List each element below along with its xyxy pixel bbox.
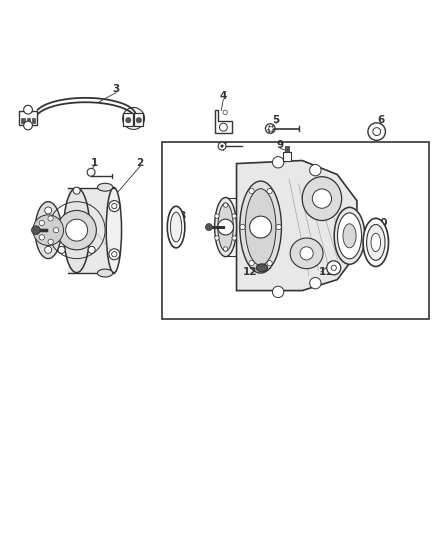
Ellipse shape bbox=[256, 264, 268, 272]
Circle shape bbox=[66, 219, 88, 241]
Ellipse shape bbox=[35, 201, 61, 259]
Circle shape bbox=[33, 215, 64, 246]
Circle shape bbox=[136, 118, 141, 123]
Circle shape bbox=[310, 278, 321, 289]
Circle shape bbox=[265, 124, 275, 133]
Circle shape bbox=[58, 246, 65, 253]
Ellipse shape bbox=[109, 249, 120, 260]
Circle shape bbox=[53, 228, 59, 233]
Bar bbox=[162, 142, 429, 319]
Ellipse shape bbox=[343, 224, 356, 248]
Text: 9: 9 bbox=[277, 140, 284, 150]
Ellipse shape bbox=[97, 269, 113, 277]
Circle shape bbox=[272, 157, 284, 168]
Ellipse shape bbox=[167, 206, 185, 248]
Circle shape bbox=[88, 246, 95, 253]
Circle shape bbox=[276, 224, 281, 230]
Ellipse shape bbox=[64, 188, 90, 273]
Circle shape bbox=[249, 261, 254, 266]
Ellipse shape bbox=[290, 238, 323, 269]
Text: 6: 6 bbox=[378, 115, 385, 125]
Circle shape bbox=[219, 123, 227, 131]
Circle shape bbox=[39, 235, 44, 240]
Circle shape bbox=[218, 219, 233, 235]
Bar bbox=[19, 110, 37, 125]
Ellipse shape bbox=[334, 207, 365, 264]
Circle shape bbox=[112, 204, 117, 209]
Circle shape bbox=[73, 187, 80, 194]
Text: 11: 11 bbox=[319, 266, 334, 277]
Ellipse shape bbox=[245, 189, 276, 265]
Circle shape bbox=[48, 216, 53, 221]
Circle shape bbox=[327, 261, 341, 275]
Ellipse shape bbox=[106, 188, 122, 273]
Circle shape bbox=[373, 128, 381, 135]
Text: 4: 4 bbox=[220, 91, 227, 101]
Circle shape bbox=[223, 247, 228, 251]
Ellipse shape bbox=[240, 181, 281, 273]
Ellipse shape bbox=[218, 203, 233, 251]
Circle shape bbox=[232, 214, 237, 219]
Circle shape bbox=[215, 214, 219, 219]
Circle shape bbox=[48, 239, 53, 245]
Circle shape bbox=[267, 189, 272, 193]
Circle shape bbox=[240, 224, 245, 230]
Ellipse shape bbox=[109, 200, 120, 212]
Circle shape bbox=[39, 220, 44, 225]
Circle shape bbox=[32, 226, 40, 235]
Text: 7: 7 bbox=[220, 142, 227, 152]
Circle shape bbox=[250, 216, 272, 238]
Text: 12: 12 bbox=[242, 266, 257, 277]
Ellipse shape bbox=[97, 183, 113, 191]
Circle shape bbox=[249, 189, 254, 193]
Bar bbox=[21, 118, 25, 123]
Ellipse shape bbox=[215, 198, 237, 257]
Ellipse shape bbox=[363, 219, 389, 266]
Text: 8: 8 bbox=[178, 211, 185, 221]
Bar bbox=[285, 146, 289, 152]
Text: 5: 5 bbox=[272, 115, 279, 125]
Bar bbox=[283, 152, 291, 161]
Circle shape bbox=[368, 123, 385, 140]
Circle shape bbox=[205, 223, 212, 231]
Circle shape bbox=[87, 168, 95, 176]
Ellipse shape bbox=[371, 233, 381, 252]
Circle shape bbox=[112, 252, 117, 257]
Ellipse shape bbox=[170, 212, 182, 242]
Circle shape bbox=[24, 106, 32, 114]
Circle shape bbox=[221, 145, 223, 147]
Text: 10: 10 bbox=[374, 217, 389, 228]
Text: 2: 2 bbox=[137, 158, 144, 168]
Circle shape bbox=[126, 118, 131, 123]
Circle shape bbox=[223, 110, 227, 115]
Bar bbox=[134, 113, 143, 126]
Ellipse shape bbox=[337, 213, 362, 259]
Bar bbox=[27, 118, 30, 123]
Circle shape bbox=[232, 236, 237, 240]
Text: 1: 1 bbox=[91, 158, 98, 168]
Circle shape bbox=[312, 189, 332, 208]
Circle shape bbox=[300, 247, 313, 260]
Circle shape bbox=[45, 246, 52, 253]
Circle shape bbox=[272, 286, 284, 297]
Circle shape bbox=[331, 265, 336, 270]
Circle shape bbox=[45, 207, 52, 214]
Bar bbox=[32, 118, 35, 123]
Polygon shape bbox=[237, 160, 357, 290]
Circle shape bbox=[267, 261, 272, 266]
Circle shape bbox=[310, 165, 321, 176]
Circle shape bbox=[215, 236, 219, 240]
Bar bbox=[123, 113, 133, 126]
Ellipse shape bbox=[302, 177, 342, 221]
Polygon shape bbox=[68, 188, 114, 273]
Circle shape bbox=[223, 203, 228, 207]
Ellipse shape bbox=[367, 224, 385, 260]
Circle shape bbox=[57, 211, 96, 250]
Circle shape bbox=[218, 142, 226, 150]
Polygon shape bbox=[215, 110, 232, 133]
Text: 3: 3 bbox=[113, 84, 120, 94]
Circle shape bbox=[24, 121, 32, 130]
